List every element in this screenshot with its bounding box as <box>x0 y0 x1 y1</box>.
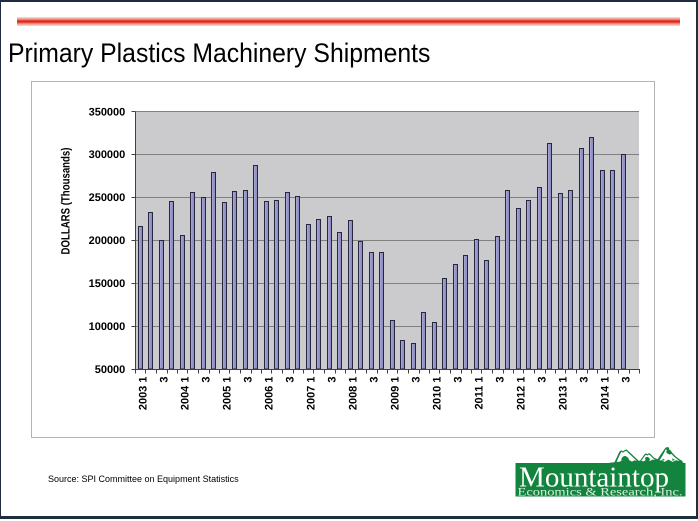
svg-text:300000: 300000 <box>88 149 125 161</box>
svg-text:3: 3 <box>326 376 338 382</box>
svg-text:100000: 100000 <box>88 320 125 332</box>
svg-text:DOLLARS (Thousands): DOLLARS (Thousands) <box>58 147 72 254</box>
svg-text:3: 3 <box>620 376 632 382</box>
svg-text:3: 3 <box>200 376 212 382</box>
svg-text:2008 1: 2008 1 <box>347 376 359 410</box>
svg-text:2012 1: 2012 1 <box>515 376 527 410</box>
svg-text:3: 3 <box>410 376 422 382</box>
svg-text:2011 1: 2011 1 <box>473 376 485 409</box>
svg-text:2007 1: 2007 1 <box>305 376 317 410</box>
svg-text:150000: 150000 <box>88 277 125 289</box>
svg-text:250000: 250000 <box>88 192 125 204</box>
svg-text:3: 3 <box>536 376 548 382</box>
svg-text:2014 1: 2014 1 <box>599 376 611 410</box>
svg-text:3: 3 <box>578 376 590 382</box>
svg-text:3: 3 <box>368 376 380 382</box>
svg-text:2013 1: 2013 1 <box>557 376 569 410</box>
svg-text:2003 1: 2003 1 <box>137 376 149 410</box>
svg-text:3: 3 <box>242 376 254 382</box>
svg-text:2005 1: 2005 1 <box>221 376 233 410</box>
svg-text:2006 1: 2006 1 <box>263 376 275 410</box>
svg-text:3: 3 <box>284 376 296 382</box>
svg-text:2004 1: 2004 1 <box>179 376 191 410</box>
svg-text:Mountaintop: Mountaintop <box>519 462 669 493</box>
svg-text:350000: 350000 <box>88 106 125 118</box>
svg-text:3: 3 <box>158 376 170 382</box>
svg-text:3: 3 <box>452 376 464 382</box>
svg-text:50000: 50000 <box>94 363 125 375</box>
svg-text:3: 3 <box>494 376 506 382</box>
svg-text:200000: 200000 <box>88 235 125 247</box>
svg-text:2009 1: 2009 1 <box>389 376 401 410</box>
svg-text:2010 1: 2010 1 <box>431 376 443 410</box>
svg-text:Economics & Research, Inc.: Economics & Research, Inc. <box>517 486 682 498</box>
